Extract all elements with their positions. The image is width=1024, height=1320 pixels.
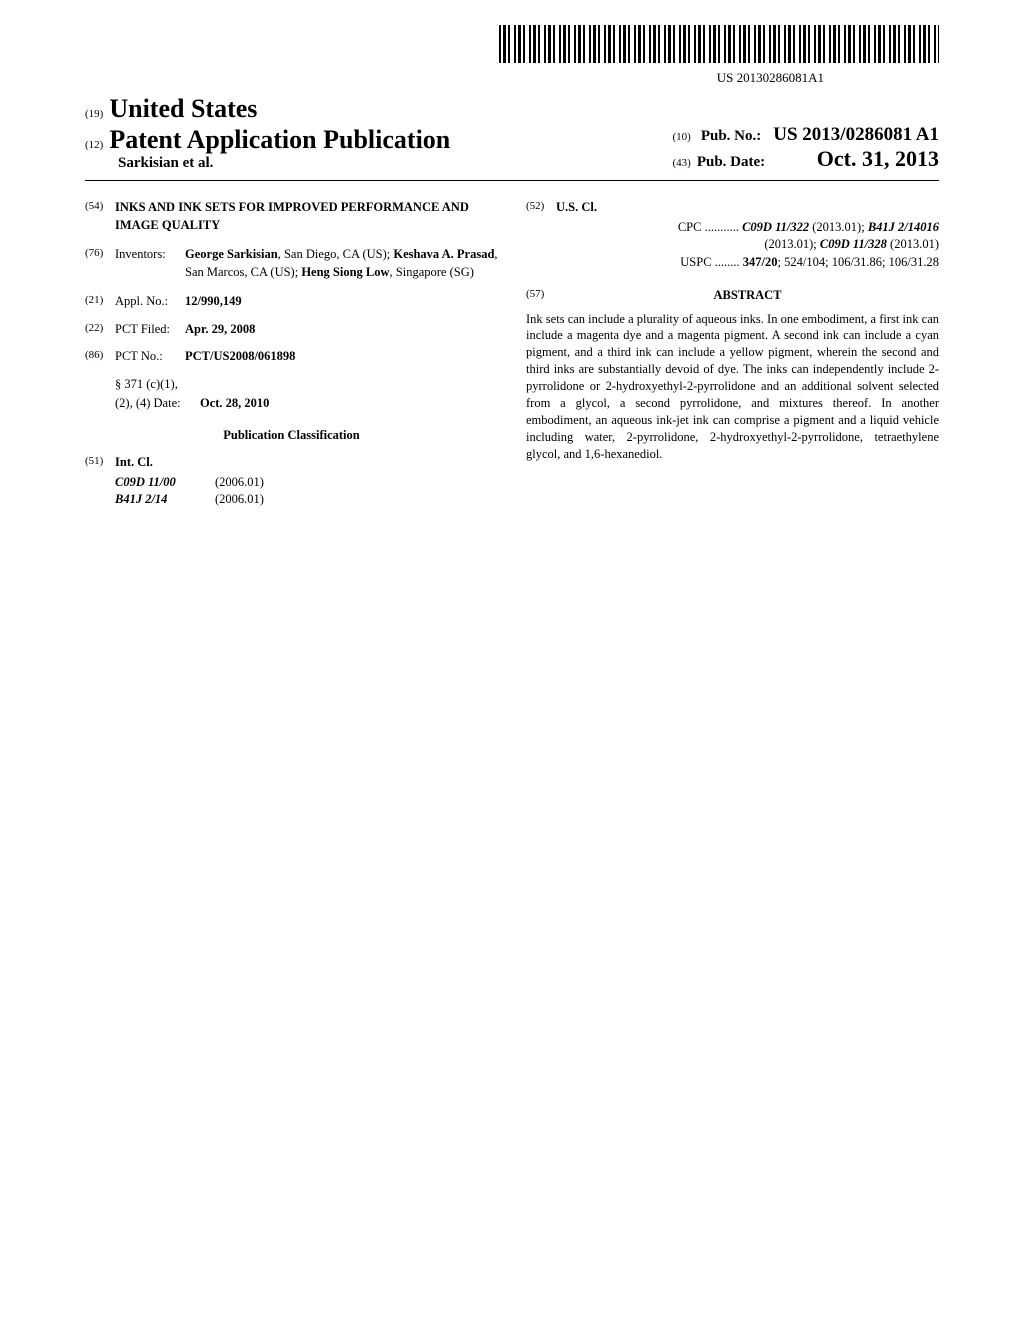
prefix-10: (10)	[672, 131, 690, 143]
s371-line1: § 371 (c)(1),	[115, 376, 178, 394]
prefix-43: (43)	[672, 157, 690, 169]
intcl-code-0: C09D 11/00	[115, 474, 215, 492]
pub-classification-heading: Publication Classification	[85, 427, 498, 445]
left-column: (54) INKS AND INK SETS FOR IMPROVED PERF…	[85, 199, 498, 509]
author-line: Sarkisian et al.	[118, 155, 450, 172]
divider	[85, 180, 939, 181]
right-column: (52) U.S. Cl. CPC ........... C09D 11/32…	[526, 199, 939, 509]
field-22-num: (22)	[85, 321, 115, 339]
uspc-line: USPC ........ 347/20; 524/104; 106/31.86…	[571, 254, 939, 272]
field-86-num: (86)	[85, 348, 115, 366]
field-54-num: (54)	[85, 199, 115, 234]
barcode-region: US 20130286081A1	[85, 25, 939, 86]
prefix-12: (12)	[85, 139, 103, 151]
s371-date: Oct. 28, 2010	[200, 395, 269, 413]
intcl-code-1: B41J 2/14	[115, 491, 215, 509]
pct-no-value: PCT/US2008/061898	[185, 348, 295, 366]
pct-filed-label: PCT Filed:	[115, 321, 185, 339]
pct-no-label: PCT No.:	[115, 348, 185, 366]
cpc-line: CPC ........... C09D 11/322 (2013.01); B…	[571, 219, 939, 254]
pub-no-value: US 2013/0286081 A1	[773, 124, 939, 145]
int-cl-label: Int. Cl.	[115, 454, 153, 472]
field-57-num: (57)	[526, 287, 556, 305]
header-block: (19) United States (12) Patent Applicati…	[85, 94, 939, 172]
pub-no-label: Pub. No.:	[701, 128, 761, 144]
pct-filed-value: Apr. 29, 2008	[185, 321, 255, 339]
barcode-text: US 20130286081A1	[85, 70, 824, 86]
field-52-num: (52)	[526, 199, 556, 217]
appl-no-value: 12/990,149	[185, 293, 242, 311]
inventors-label: Inventors:	[115, 246, 185, 281]
invention-title: INKS AND INK SETS FOR IMPROVED PERFORMAN…	[115, 199, 498, 234]
pub-date-value: Oct. 31, 2013	[817, 146, 939, 172]
abstract-heading: ABSTRACT	[556, 287, 939, 305]
prefix-19: (19)	[85, 108, 103, 120]
intcl-date-1: (2006.01)	[215, 491, 264, 509]
field-21-num: (21)	[85, 293, 115, 311]
s371-line2: (2), (4) Date:	[115, 395, 200, 413]
us-cl-label: U.S. Cl.	[556, 199, 597, 217]
country: United States	[109, 94, 257, 124]
abstract-text: Ink sets can include a plurality of aque…	[526, 311, 939, 463]
publication-type: Patent Application Publication	[109, 125, 450, 155]
inventors-value: George Sarkisian, San Diego, CA (US); Ke…	[185, 246, 498, 281]
intcl-date-0: (2006.01)	[215, 474, 264, 492]
pub-date-label: Pub. Date:	[697, 154, 765, 171]
field-76-num: (76)	[85, 246, 115, 281]
barcode-graphic	[499, 25, 939, 63]
field-51-num: (51)	[85, 454, 115, 472]
appl-no-label: Appl. No.:	[115, 293, 185, 311]
